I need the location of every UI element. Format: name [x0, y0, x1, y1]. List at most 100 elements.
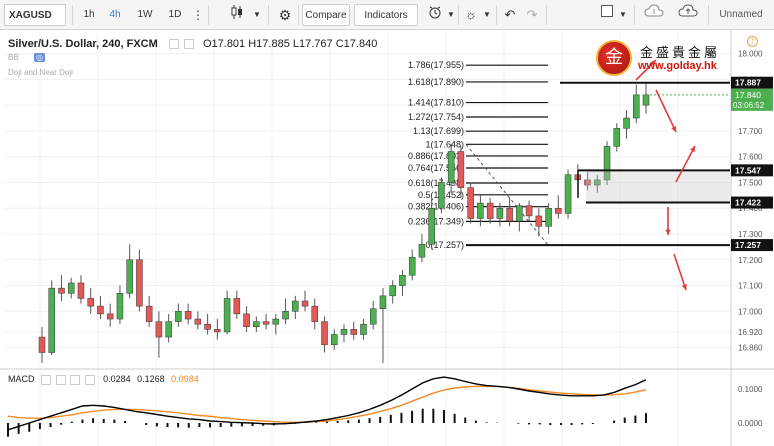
- prediction-arrow: [655, 89, 677, 133]
- support-zone: [586, 170, 730, 203]
- candle-down: [204, 323, 211, 330]
- fib-level-label: 0.886(17.603): [408, 151, 464, 161]
- macd-close-icon[interactable]: [70, 374, 81, 385]
- candle-up: [603, 146, 611, 181]
- toolbar-divider: [72, 5, 73, 25]
- candle-up: [516, 205, 523, 222]
- cloud-upload-icon[interactable]: [674, 4, 702, 26]
- candle-up: [447, 151, 455, 183]
- fib-level-label: 0(17.257): [425, 240, 464, 250]
- price-chart[interactable]: 1.786(17.955) 1.618(17.890) 1.414(17.810) 1…: [0, 30, 774, 446]
- candle-down: [97, 305, 104, 315]
- candle-down: [350, 329, 357, 335]
- price-axis: 18.00017.90017.80017.70017.60017.50017.4…: [0, 30, 774, 446]
- macd-y-tick-label: 0.1000: [738, 385, 763, 394]
- macd-line: [7, 376, 647, 431]
- candle-up: [272, 318, 280, 325]
- y-tick-label: 16.860: [738, 343, 763, 352]
- candle-down: [38, 336, 46, 353]
- chart-legend: Silver/U.S. Dollar, 240, FXCM O17.801 H1…: [8, 38, 377, 50]
- candle-up: [389, 285, 396, 297]
- bulb-icon[interactable]: ☼: [465, 7, 477, 22]
- macd-eye-icon[interactable]: [41, 374, 52, 385]
- candle-up: [165, 321, 172, 338]
- y-tick-label: 17.200: [738, 256, 763, 265]
- indicator-eye-icon[interactable]: ◎: [34, 53, 45, 62]
- fib-level-label: 0.764(17.556): [408, 163, 464, 173]
- candle-up: [623, 117, 630, 129]
- prediction-arrow: [675, 145, 696, 183]
- alert-dropdown-icon[interactable]: ▼: [447, 10, 455, 19]
- candle-style-icon[interactable]: [228, 4, 246, 26]
- price-label: 17.257: [735, 240, 761, 250]
- doji-indicator-label[interactable]: Doji and Near Doji: [8, 68, 73, 77]
- ideas-dropdown-icon[interactable]: ▼: [483, 10, 491, 19]
- redo-icon[interactable]: ↷: [526, 7, 538, 22]
- prediction-arrow: [673, 253, 687, 291]
- candle-up: [477, 202, 484, 219]
- layout-dropdown-icon[interactable]: ▼: [619, 10, 627, 19]
- candle-up: [340, 329, 348, 335]
- candle-up: [613, 128, 621, 147]
- macd-legend: MACD 0.0284 0.1268 0.0984: [8, 374, 199, 385]
- legend-settings-icon[interactable]: [183, 39, 194, 50]
- candle-up: [253, 321, 260, 328]
- candle-down: [457, 151, 465, 188]
- price-label-bg: [731, 164, 773, 177]
- symbol-search-input[interactable]: XAGUSD: [4, 4, 66, 26]
- candle-down: [106, 313, 114, 320]
- y-tick-label: 17.600: [738, 153, 763, 162]
- y-tick-label: 17.300: [738, 230, 763, 239]
- candle-up: [642, 94, 650, 106]
- last-price-label-bg: [731, 88, 773, 111]
- candle-up: [564, 174, 572, 214]
- logo-chinese-name: 金盛貴金屬: [640, 46, 721, 61]
- indicators-button[interactable]: Indicators: [354, 4, 418, 26]
- bb-indicator-label[interactable]: BB: [8, 53, 19, 62]
- golday-logo: 金 金盛貴金屬 www.golday.hk: [596, 40, 728, 82]
- candle-down: [555, 207, 562, 214]
- settings-icon[interactable]: ⚙: [278, 7, 292, 23]
- candle-down: [184, 311, 192, 320]
- interval-4h-button[interactable]: 4h: [109, 9, 121, 20]
- info-icon[interactable]: !: [747, 36, 758, 47]
- candle-down: [301, 300, 309, 307]
- compare-button[interactable]: Compare: [302, 4, 350, 26]
- more-icon[interactable]: ⋮: [192, 8, 204, 22]
- candles: [38, 83, 650, 363]
- chart-type-dropdown-icon[interactable]: ▼: [253, 10, 261, 19]
- candle-down: [486, 202, 494, 219]
- prediction-arrow-head: [650, 60, 656, 66]
- toolbar-divider: [208, 5, 209, 25]
- y-tick-label: 17.400: [738, 204, 763, 213]
- cloud-save-icon[interactable]: [640, 4, 668, 26]
- interval-1h-button[interactable]: 1h: [83, 9, 95, 20]
- fib-level-label: 1.272(17.754): [408, 112, 464, 122]
- macd-label: MACD: [8, 374, 35, 384]
- prediction-arrow-head: [690, 146, 695, 152]
- fib-level-label: 1.786(17.955): [408, 60, 464, 70]
- fib-trend-line: [465, 144, 549, 246]
- candle-down: [145, 305, 153, 322]
- macd-settings-icon[interactable]: [55, 374, 66, 385]
- ohlc-open: O17.801: [202, 38, 246, 50]
- y-tick-label: 17.100: [738, 282, 763, 291]
- fib-level-label: 1.13(17.699): [413, 126, 464, 136]
- price-label: 17.547: [735, 165, 761, 175]
- fib-level-label: 1.618(17.890): [408, 77, 464, 87]
- undo-icon[interactable]: ↶: [504, 7, 516, 22]
- candle-down: [214, 329, 221, 333]
- candle-up: [292, 300, 299, 312]
- macd-more-icon[interactable]: [84, 374, 95, 385]
- annotations: [466, 59, 730, 291]
- last-price-label: 17.840: [735, 90, 761, 100]
- alert-icon[interactable]: [424, 4, 446, 26]
- candle-down: [535, 215, 543, 227]
- square-icon[interactable]: [598, 4, 616, 26]
- bar-countdown-label: 03:06:52: [733, 101, 765, 110]
- macd-y-tick-label: 0.0000: [738, 419, 763, 428]
- legend-eye-icon[interactable]: [168, 39, 179, 50]
- interval-1d-button[interactable]: 1D: [168, 9, 182, 20]
- layout-name[interactable]: Unnamed: [719, 9, 763, 20]
- interval-1w-button[interactable]: 1W: [137, 9, 153, 20]
